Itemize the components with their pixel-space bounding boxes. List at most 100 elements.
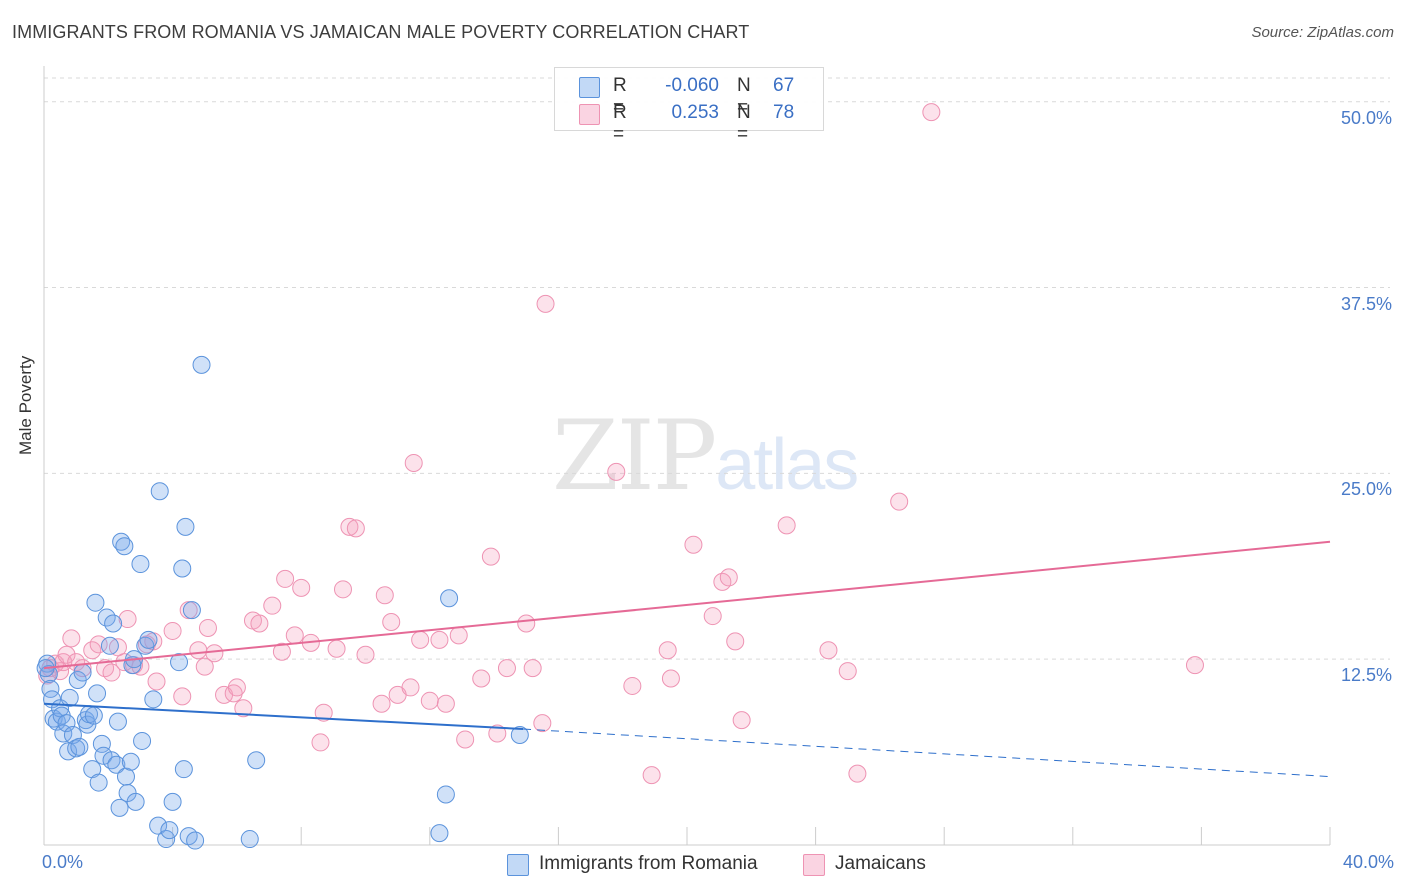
- jamaicans-point: [195, 657, 214, 676]
- jamaicans-point: [658, 641, 677, 660]
- jamaicans-point: [684, 535, 703, 554]
- romania-point: [186, 831, 205, 850]
- jamaicans-point: [198, 618, 217, 637]
- r-label: R =: [613, 75, 627, 118]
- jamaicans-point: [719, 568, 738, 587]
- blue-swatch-icon: [579, 77, 600, 98]
- y-tick-label: 37.5%: [1340, 293, 1392, 314]
- romania-point: [133, 731, 152, 750]
- romania-point: [121, 752, 140, 771]
- jamaicans-point: [497, 659, 516, 678]
- x-tick-label: 0.0%: [42, 852, 84, 872]
- jamaicans-point: [333, 580, 352, 599]
- jamaicans-point: [89, 635, 108, 654]
- y-tick-label: 50.0%: [1340, 107, 1392, 128]
- jamaicans-point: [661, 669, 680, 688]
- jamaicans-point: [472, 669, 491, 688]
- jamaicans-point: [623, 676, 642, 695]
- jamaicans-point: [536, 294, 555, 313]
- jamaicans-point: [311, 733, 330, 752]
- r-label: R =: [613, 102, 627, 145]
- romania-point: [84, 706, 103, 725]
- jamaicans-point: [420, 691, 439, 710]
- romania-point: [115, 537, 134, 556]
- jamaicans-point: [456, 730, 475, 749]
- jamaicans-point: [147, 672, 166, 691]
- pink-swatch-icon: [579, 104, 600, 125]
- legend-label: Jamaicans: [835, 853, 926, 874]
- jamaicans-point: [819, 641, 838, 660]
- romania-point: [176, 517, 195, 536]
- romania-point: [104, 614, 123, 633]
- jamaicans-point: [449, 626, 468, 645]
- romania-point: [247, 751, 266, 770]
- jamaicans-point: [533, 714, 552, 733]
- r-value: -0.060: [665, 75, 719, 96]
- jamaicans-point: [382, 613, 401, 632]
- jamaicans-point: [285, 626, 304, 645]
- jamaicans-point: [488, 724, 507, 743]
- jamaicans-point: [163, 621, 182, 640]
- source-label: Source: ZipAtlas.com: [1251, 24, 1394, 41]
- romania-point: [170, 653, 189, 672]
- jamaicans-point: [481, 547, 500, 566]
- romania-point: [440, 589, 459, 608]
- jamaicans-point: [102, 663, 121, 682]
- jamaicans-point: [263, 596, 282, 615]
- jamaicans-point: [227, 678, 246, 697]
- romania-point: [430, 824, 449, 843]
- n-value: 67: [773, 75, 795, 96]
- stats-box: R = -0.060 N = 67 R = 0.253 N = 78: [554, 67, 824, 145]
- jamaicans-point: [890, 492, 909, 511]
- grid-lines: [44, 77, 1390, 660]
- romania-point: [60, 688, 79, 707]
- romania-point: [89, 773, 108, 792]
- romania-point: [149, 816, 168, 835]
- romania-point: [144, 690, 163, 709]
- romania-point: [100, 636, 119, 655]
- jamaicans-point: [346, 519, 365, 538]
- jamaicans-point: [848, 764, 867, 783]
- jamaicans-point: [777, 516, 796, 535]
- jamaicans-point: [517, 614, 536, 633]
- romania-point: [174, 760, 193, 779]
- blue-swatch-icon: [507, 854, 529, 876]
- romania-point: [139, 630, 158, 649]
- jamaicans-point: [523, 659, 542, 678]
- trend-lines: [43, 540, 1331, 778]
- jamaicans-point: [607, 462, 626, 481]
- watermark-atlas: atlas: [715, 425, 859, 505]
- romania-point: [160, 821, 179, 840]
- jamaicans-point: [922, 103, 941, 122]
- romania-point: [131, 555, 150, 574]
- y-tick-label: 12.5%: [1340, 665, 1392, 686]
- jamaicans-point: [340, 517, 359, 536]
- romania-point: [108, 712, 127, 731]
- romania-point: [436, 785, 455, 804]
- jamaicans-point: [356, 645, 375, 664]
- jamaicans-point: [401, 678, 420, 697]
- jamaicans-point: [411, 630, 430, 649]
- axes: [43, 66, 1331, 846]
- romania-point: [173, 559, 192, 578]
- jamaicans-point: [642, 766, 661, 785]
- romania-point: [163, 792, 182, 811]
- jamaicans-point: [224, 684, 243, 703]
- jamaicans-point: [234, 699, 253, 718]
- jamaicans-point: [173, 687, 192, 706]
- pink-swatch-icon: [803, 854, 825, 876]
- romania-point: [86, 593, 105, 612]
- watermark-zip: ZIP: [552, 400, 717, 512]
- romania-point: [192, 355, 211, 374]
- romania-point: [123, 656, 142, 675]
- r-value: 0.253: [671, 102, 719, 123]
- romania-point: [47, 712, 66, 731]
- romania-point: [57, 714, 76, 733]
- jamaicans-point: [404, 453, 423, 472]
- jamaicans-point: [314, 703, 333, 722]
- watermark: ZIPatlas: [552, 400, 859, 512]
- jamaicans-point: [118, 610, 137, 629]
- romania-point: [73, 663, 92, 682]
- n-label: N =: [737, 102, 751, 145]
